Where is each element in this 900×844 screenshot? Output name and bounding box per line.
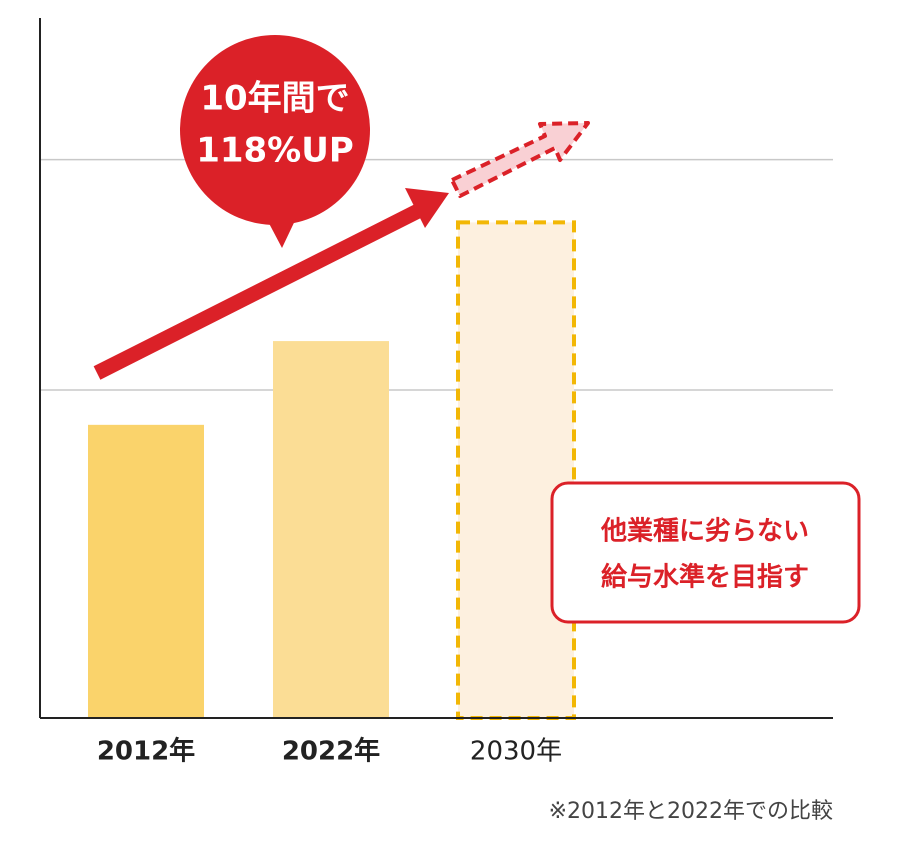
trend-arrow — [93, 188, 449, 380]
bubble-line: 118%UP — [196, 131, 354, 171]
callout-line: 給与水準を目指す — [601, 562, 809, 593]
x-tick-label: 2012年 — [97, 736, 195, 767]
bars — [88, 220, 576, 720]
bubble: 10年間で 118%UP — [180, 35, 370, 248]
note: ※2012年と2022年での比較 — [549, 799, 833, 824]
x-tick-label: 2030年 — [470, 737, 562, 767]
x-tick-label: 2022年 — [282, 736, 380, 767]
bubble-line: 10年間で — [200, 79, 349, 119]
bar — [88, 424, 204, 718]
callout: 他業種に劣らない 給与水準を目指す — [550, 481, 861, 624]
projected-arrow — [450, 121, 590, 198]
bar — [456, 220, 576, 720]
bar — [273, 341, 389, 718]
grid — [40, 158, 833, 391]
callout-line: 他業種に劣らない — [600, 517, 809, 547]
